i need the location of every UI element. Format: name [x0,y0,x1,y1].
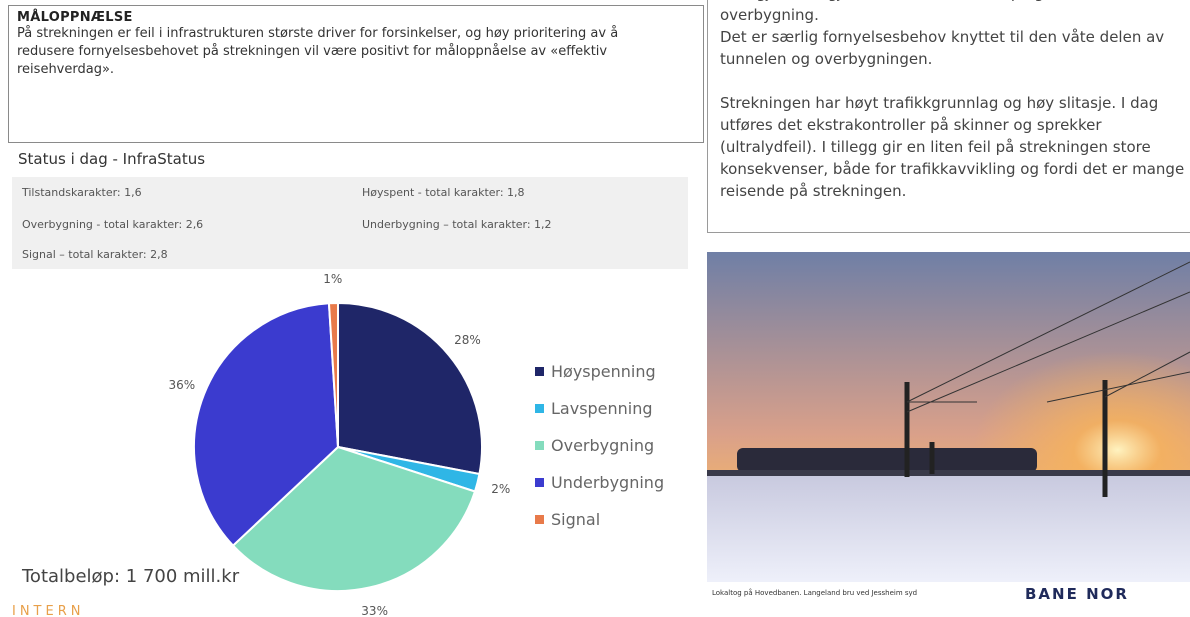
photo-caption: Lokaltog på Hovedbanen. Langeland bru ve… [712,589,918,597]
goal-title: MÅLOPPNÆLSE [17,10,133,25]
notes-box: som gjør at vi gjennom tid har fått feil… [707,0,1190,233]
goal-text: På strekningen er feil i infrastrukturen… [17,26,619,77]
pie-chart: 28% 2% 33% 36% 1% Høyspenning Lavspenning Overb… [168,272,664,617]
legend-swatch [535,441,544,450]
total-amount: Totalbeløp: 1 700 mill.kr [22,566,240,587]
status-box: Tilstandskarakter: 1,6 Høyspent - total … [12,177,688,269]
status-item: Underbygning – total karakter: 1,2 [362,218,552,231]
status-item: Høyspent - total karakter: 1,8 [362,186,525,199]
legend-label: Høyspenning [551,362,656,381]
goal-box: MÅLOPPNÆLSE På strekningen er feil i inf… [8,5,704,143]
status-item: Signal – total karakter: 2,8 [22,248,168,261]
legend-swatch [535,515,544,524]
slice-label: 28% [454,333,481,347]
photo [707,252,1190,582]
slice-label: 36% [168,378,195,392]
legend-swatch [535,404,544,413]
legend-label: Overbygning [551,436,654,455]
legend-label: Underbygning [551,473,664,492]
status-item: Tilstandskarakter: 1,6 [22,186,142,199]
logo: BANE NOR [1025,585,1129,603]
note-paragraph: Strekningen har høyt trafikkgrunnlag og … [720,94,1185,200]
pie-slice [231,445,477,592]
note-paragraph: Det er særlig fornyelsesbehov knyttet ti… [720,28,1165,68]
pie-slice [193,302,340,547]
slice-label: 33% [361,604,388,617]
legend-label: Lavspenning [551,399,653,418]
legend-label: Signal [551,510,600,529]
slice-label: 2% [491,482,510,496]
classification: INTERN [12,604,85,617]
legend-swatch [535,367,544,376]
slice-label: 1% [323,272,342,286]
note-paragraph: som gjør at vi gjennom tid har fått feil… [720,0,1101,24]
legend-swatch [535,478,544,487]
pie-slice [327,301,339,448]
pie-slice [337,301,483,476]
status-item: Overbygning - total karakter: 2,6 [22,218,204,231]
status-title: Status i dag - InfraStatus [18,150,206,168]
